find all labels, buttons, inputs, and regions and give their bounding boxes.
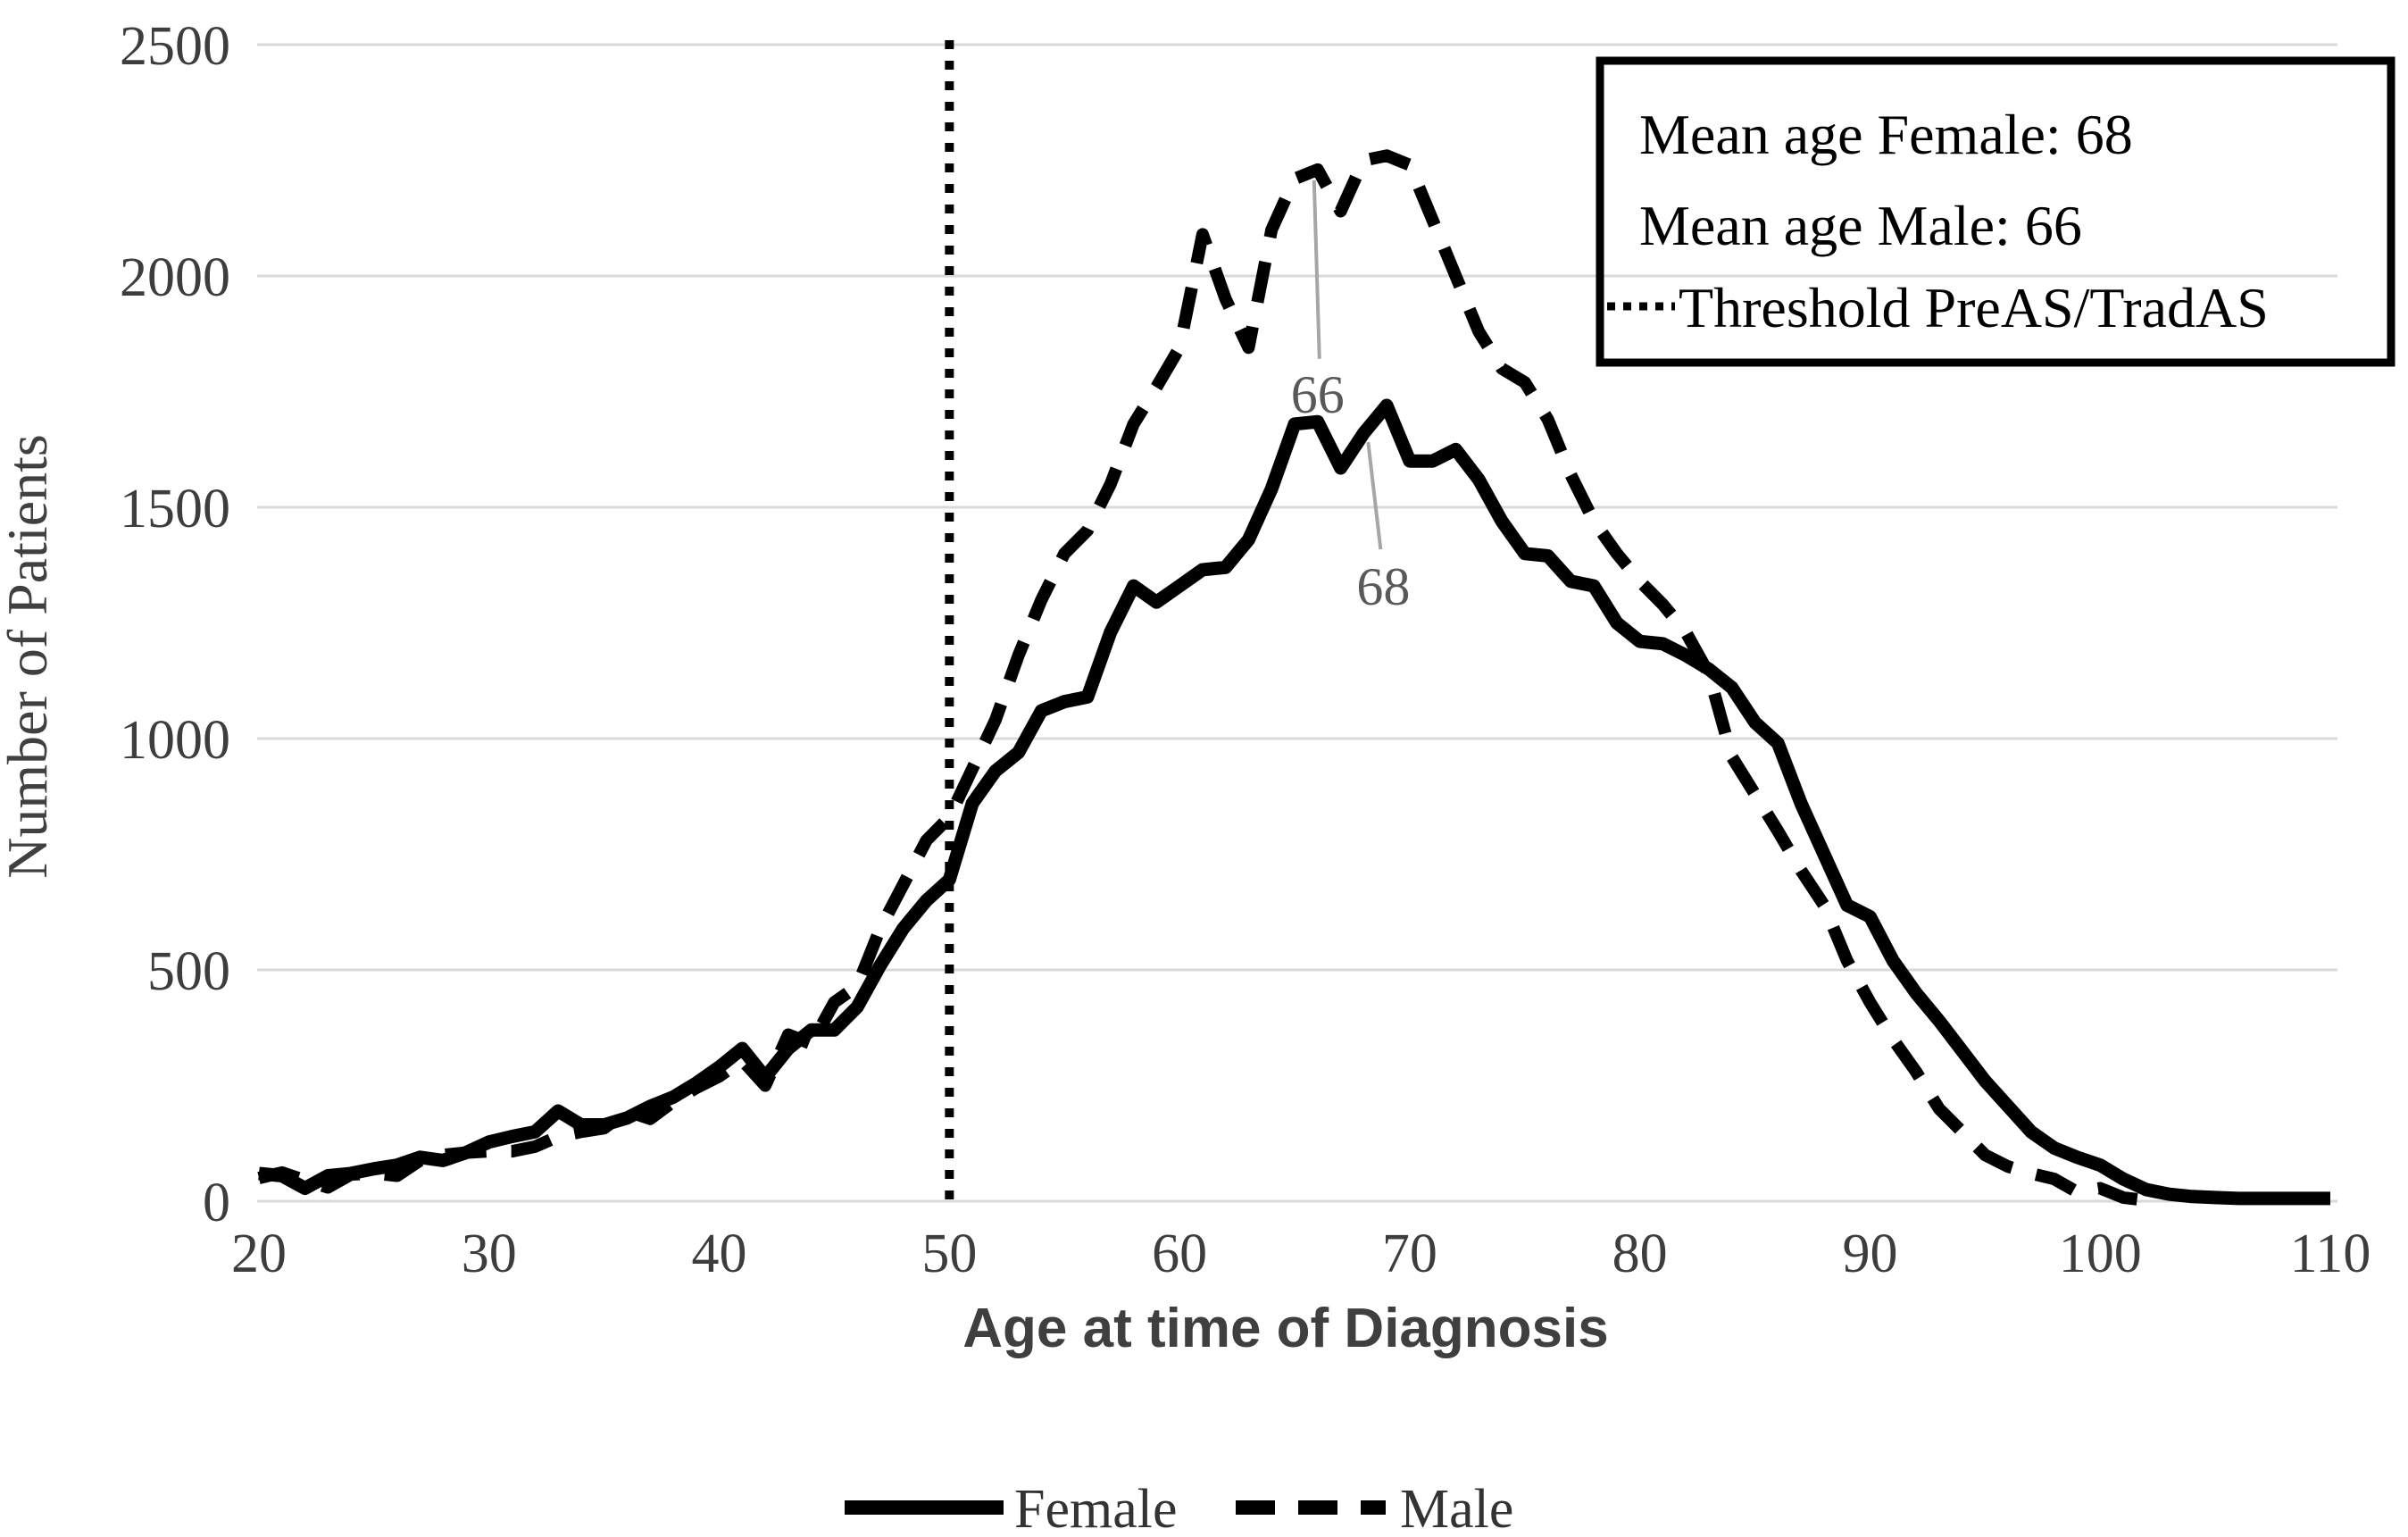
x-tick-label-20: 20 (231, 1224, 287, 1284)
y-tick-label-0: 0 (203, 1173, 230, 1233)
x-tick-label-90: 90 (1842, 1224, 1897, 1284)
x-tick-label-70: 70 (1382, 1224, 1437, 1284)
info-box-line-threshold: Threshold PreAS/TradAS (1679, 276, 2269, 339)
x-tick-label-100: 100 (2059, 1224, 2142, 1284)
x-tick-label-60: 60 (1152, 1224, 1207, 1284)
x-tick-label-30: 30 (462, 1224, 517, 1284)
y-axis-title: Number of Patients (0, 434, 59, 879)
female-peak-label: 68 (1356, 557, 1410, 616)
y-tick-label-1000: 1000 (120, 710, 230, 771)
female-peak-callout-line (1366, 441, 1383, 550)
male-peak-annotation: 66 (1291, 180, 1345, 424)
male-peak-label: 66 (1291, 365, 1345, 424)
female-peak-annotation: 68 (1356, 441, 1410, 616)
female-series-line (258, 398, 2330, 1206)
y-tick-label-500: 500 (147, 941, 230, 1002)
male-peak-callout-line (1312, 180, 1321, 359)
x-axis-title: Age at time of Diagnosis (962, 1298, 1608, 1359)
male-series-line (257, 149, 2147, 1207)
legend-male-label: Male (1400, 1479, 1513, 1537)
y-tick-label-1500: 1500 (120, 479, 230, 539)
info-box-line-mean-male: Mean age Male: 66 (1639, 194, 2082, 257)
legend-female-label: Female (1014, 1479, 1178, 1537)
x-tick-label-110: 110 (2290, 1224, 2371, 1284)
bottom-legend: Female Male (845, 1479, 1513, 1537)
y-tick-label-2000: 2000 (120, 247, 230, 308)
x-axis-tick-labels: 20 30 40 50 60 70 80 90 100 110 (231, 1224, 2371, 1284)
y-axis-tick-labels: 0 500 1000 1500 2000 2500 (120, 16, 230, 1233)
x-tick-label-40: 40 (692, 1224, 747, 1284)
info-box-line-mean-female: Mean age Female: 68 (1639, 103, 2133, 166)
info-box: Mean age Female: 68 Mean age Male: 66 Th… (1596, 56, 2396, 367)
x-tick-label-50: 50 (921, 1224, 977, 1284)
gridlines (257, 43, 2337, 1203)
x-tick-label-80: 80 (1612, 1224, 1668, 1284)
info-box-border (1596, 56, 2396, 367)
y-tick-label-2500: 2500 (120, 16, 230, 77)
